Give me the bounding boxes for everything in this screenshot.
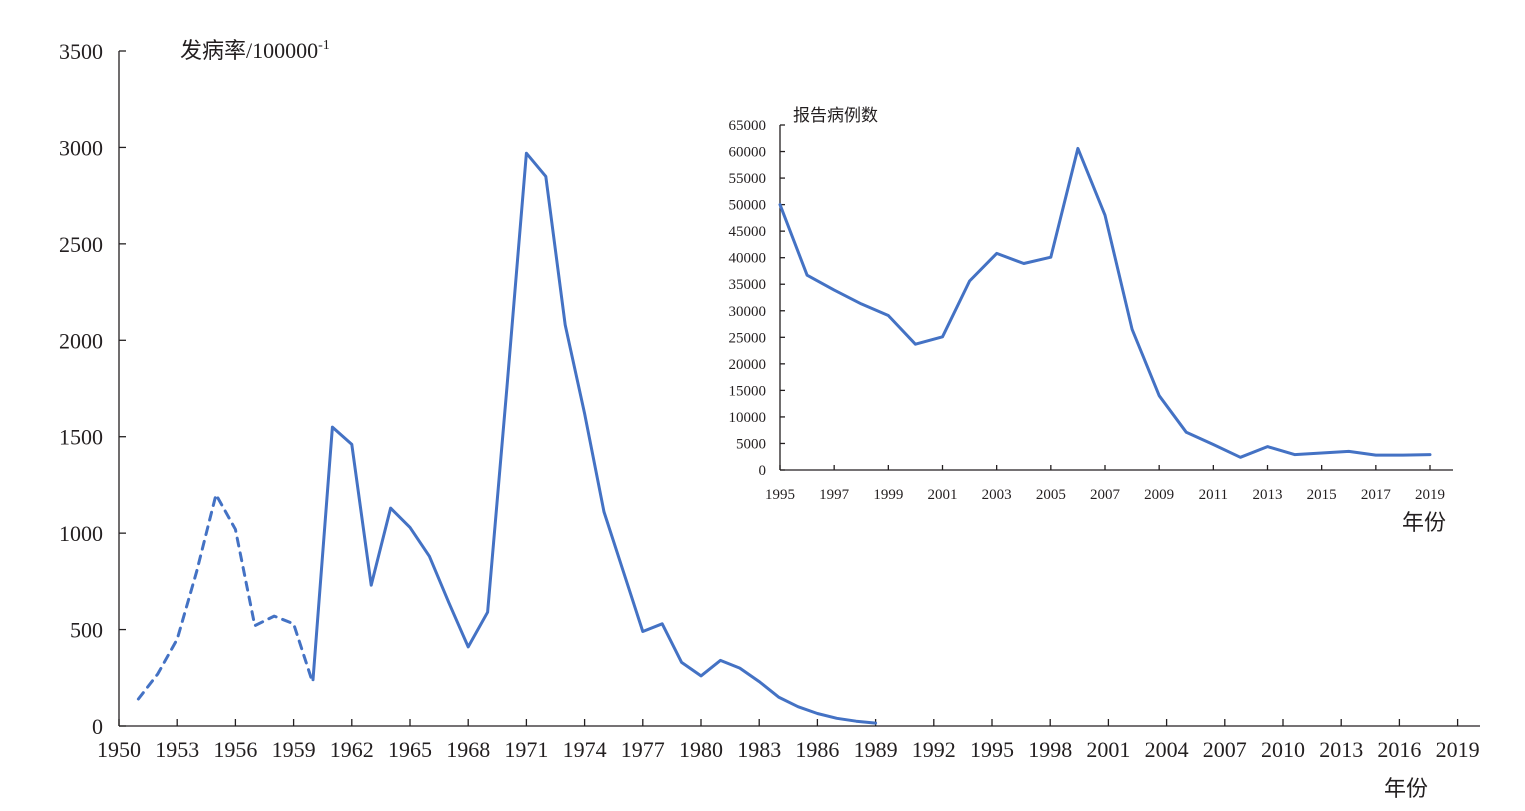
main-x-tick-label: 1998 xyxy=(1028,737,1072,762)
main-y-tick-label: 0 xyxy=(92,714,103,739)
main-x-tick-label: 2019 xyxy=(1436,737,1480,762)
inset-y-tick-label: 0 xyxy=(759,463,767,479)
inset-series xyxy=(778,146,1432,459)
inset-x-tick-label: 2007 xyxy=(1090,487,1121,503)
main-x-tick-label: 1956 xyxy=(213,737,257,762)
main-axes xyxy=(118,51,1480,727)
main-x-tick-label: 1977 xyxy=(621,737,665,762)
main-x-tick-label: 1980 xyxy=(679,737,723,762)
main-x-tick-label: 2001 xyxy=(1086,737,1130,762)
main-y-tick-label: 2500 xyxy=(59,232,103,257)
main-x-tick-label: 1950 xyxy=(97,737,141,762)
main-x-tick-label: 2013 xyxy=(1319,737,1363,762)
main-y-tick-label: 2000 xyxy=(59,328,103,353)
main-x-tick-label: 1962 xyxy=(330,737,374,762)
inset-x-tick-label: 2003 xyxy=(982,487,1012,503)
inset-y-tick-label: 5000 xyxy=(736,436,766,452)
inset-y-tick-label: 65000 xyxy=(729,118,767,134)
main-x-tick-label: 1974 xyxy=(563,737,607,762)
inset-x-tick-label: 1999 xyxy=(873,487,903,503)
main-x-tick-label: 1989 xyxy=(854,737,898,762)
inset-y-tick-label: 60000 xyxy=(729,145,767,161)
inset-y-tick-label: 30000 xyxy=(729,304,767,320)
inset-y-tick-label: 20000 xyxy=(729,357,767,373)
main-y-tick-label: 3000 xyxy=(59,135,103,160)
inset-x-tick-label: 2001 xyxy=(928,487,958,503)
main-series xyxy=(136,151,878,725)
inset-x-tick-label: 2019 xyxy=(1415,487,1445,503)
inset-x-tick-label: 2013 xyxy=(1253,487,1283,503)
inset-x-tick-label: 2009 xyxy=(1144,487,1174,503)
main-series-line-solid xyxy=(311,151,878,725)
main-x-tick-label: 1992 xyxy=(912,737,956,762)
main-y-tick-label: 1500 xyxy=(59,425,103,450)
inset-x-tick-label: 2005 xyxy=(1036,487,1066,503)
inset-x-tick-label: 2017 xyxy=(1361,487,1392,503)
main-y-tick-label: 3500 xyxy=(59,39,103,64)
inset-axes xyxy=(779,125,1453,471)
inset-x-tick-label: 2011 xyxy=(1199,487,1228,503)
inset-y-tick-label: 10000 xyxy=(729,410,767,426)
inset-x-ticks: 1995 1997 1999 2001 2003 2005 2007 2009 2011 2013… xyxy=(765,465,1445,503)
main-x-tick-label: 2016 xyxy=(1377,737,1421,762)
inset-x-tick-label: 1995 xyxy=(765,487,795,503)
main-x-tick-label: 1953 xyxy=(155,737,199,762)
inset-chart: 0 5000 10000 15000 20000 25000 30000 35000 40000… xyxy=(729,106,1453,535)
main-x-tick-label: 1971 xyxy=(504,737,548,762)
main-x-tick-label: 1959 xyxy=(272,737,316,762)
inset-y-tick-label: 55000 xyxy=(729,171,767,187)
main-y-axis-label-superscript: -1 xyxy=(318,38,330,53)
inset-y-tick-label: 35000 xyxy=(729,277,767,293)
main-x-tick-label: 1986 xyxy=(795,737,839,762)
inset-x-axis-label: 年份 xyxy=(1402,510,1446,535)
inset-y-tick-label: 15000 xyxy=(729,383,767,399)
main-series-line-dashed xyxy=(136,493,315,701)
inset-y-tick-label: 40000 xyxy=(729,251,767,267)
main-y-axis-label: 发病率/100000-1 xyxy=(180,38,330,63)
main-x-tick-label: 1965 xyxy=(388,737,432,762)
main-x-tick-label: 2010 xyxy=(1261,737,1305,762)
main-y-tick-label: 1000 xyxy=(59,521,103,546)
main-x-tick-label: 2004 xyxy=(1145,737,1189,762)
inset-series-line-solid xyxy=(778,146,1432,459)
main-y-ticks: 0 500 1000 1500 2000 2500 3000 3500 xyxy=(59,39,126,739)
main-x-tick-label: 2007 xyxy=(1203,737,1247,762)
inset-y-tick-label: 50000 xyxy=(729,198,767,214)
main-x-tick-label: 1983 xyxy=(737,737,781,762)
inset-y-tick-label: 25000 xyxy=(729,330,767,346)
main-y-tick-label: 500 xyxy=(70,618,103,643)
main-x-tick-label: 1968 xyxy=(446,737,490,762)
inset-y-ticks: 0 5000 10000 15000 20000 25000 30000 35000 40000… xyxy=(729,118,785,479)
main-y-axis-label-text: 发病率/100000 xyxy=(180,38,318,63)
inset-x-tick-label: 2015 xyxy=(1307,487,1337,503)
main-x-ticks: 1950 1953 1956 1959 1962 1965 1968 1971 1974 1977… xyxy=(97,719,1480,762)
inset-y-tick-label: 45000 xyxy=(729,224,767,240)
main-x-axis-label: 年份 xyxy=(1384,776,1428,801)
main-x-tick-label: 1995 xyxy=(970,737,1014,762)
inset-y-axis-label: 报告病例数 xyxy=(793,106,878,125)
inset-x-tick-label: 1997 xyxy=(819,487,850,503)
